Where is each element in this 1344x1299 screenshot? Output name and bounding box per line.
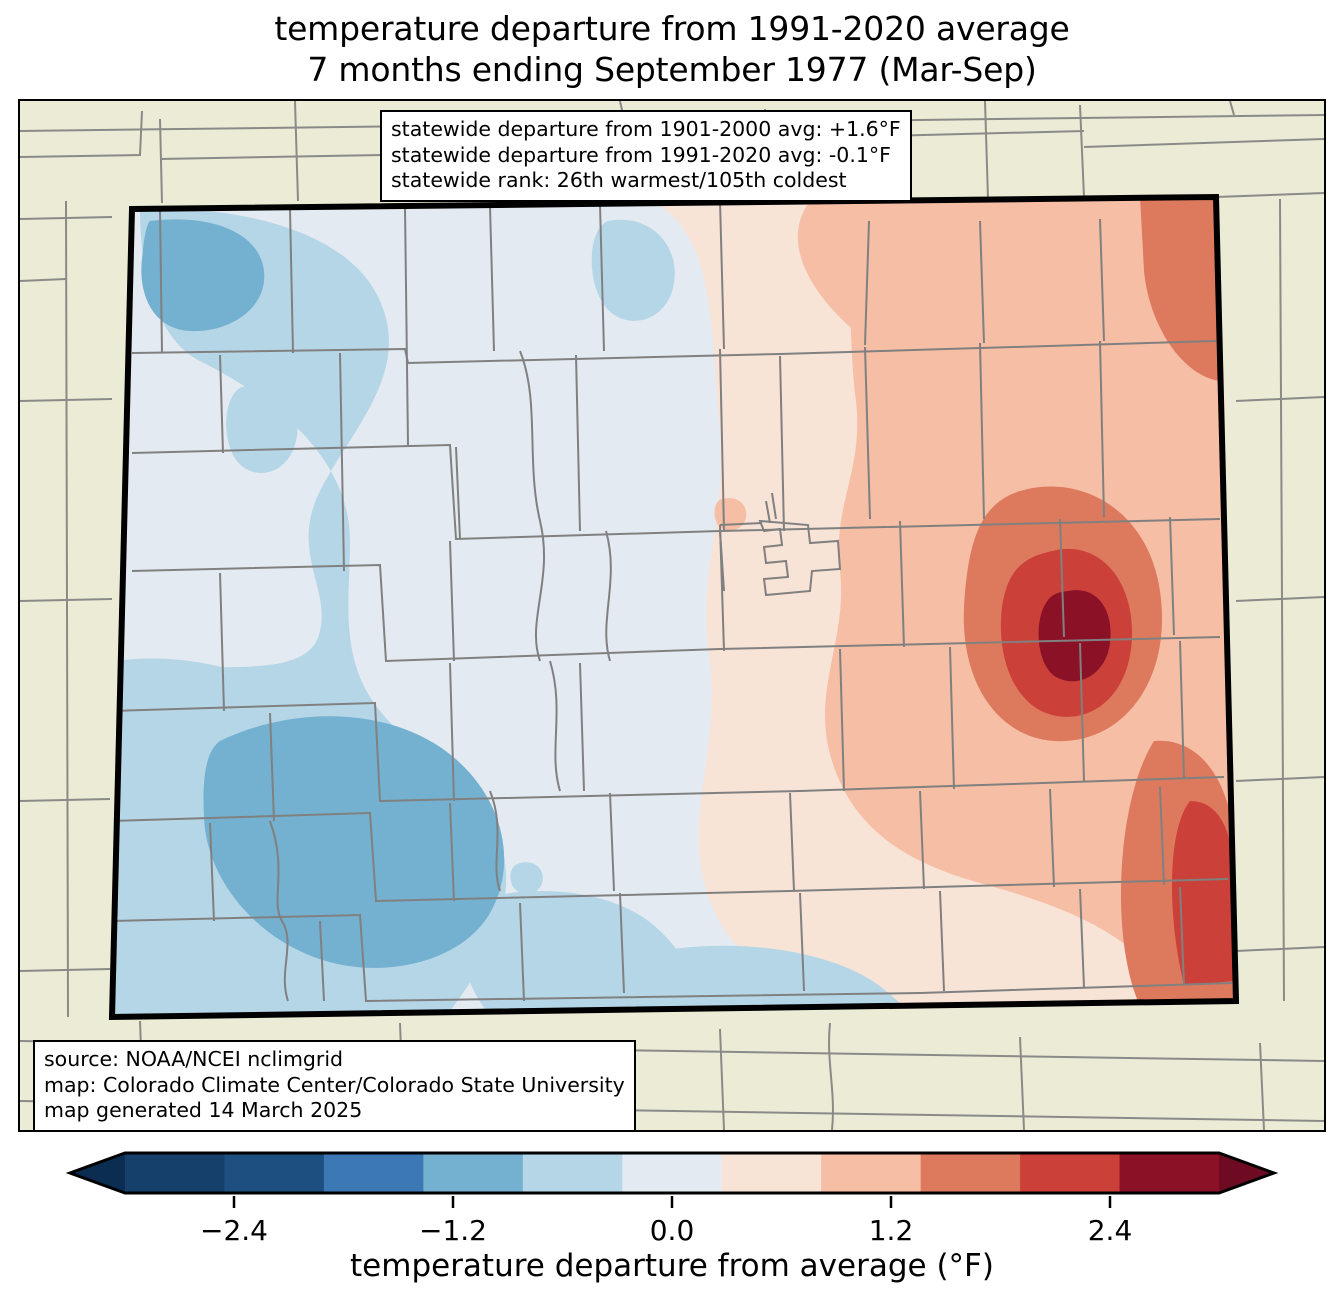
statistics-annotation-box: statewide departure from 1901-2000 avg: …: [380, 110, 912, 202]
colorbar-band-10: [1119, 1153, 1220, 1193]
band-neg1.8to1.2-sw: [203, 716, 505, 968]
source-line: source: NOAA/NCEI nclimgrid: [44, 1047, 344, 1071]
page-title: temperature departure from 1991-2020 ave…: [0, 8, 1344, 90]
source-annotation-box: source: NOAA/NCEI nclimgrid map: Colorad…: [33, 1040, 636, 1132]
band-0.6to1.2-north-lobe: [797, 199, 980, 349]
colorbar-tick-label-0: −2.4: [200, 1214, 268, 1247]
colorbar-extend-max: [1219, 1153, 1274, 1193]
colorbar-band-0: [125, 1153, 226, 1193]
colorbar-extend-min: [70, 1153, 125, 1193]
map-credit-line: map: Colorado Climate Center/Colorado St…: [44, 1072, 625, 1097]
band-neg1.2to0.6-ne-dot: [591, 219, 675, 321]
temperature-anomaly-field: [112, 197, 1236, 1017]
stat-line-1901: statewide departure from 1901-2000 avg: …: [391, 117, 901, 141]
stat-line-1991: statewide departure from 1991-2020 avg: …: [391, 142, 891, 167]
map-canvas: [18, 99, 1326, 1132]
band-neg1.2to0.6-south-c: [460, 891, 695, 1015]
title-line-2: 7 months ending September 1977 (Mar-Sep): [307, 50, 1037, 89]
band-neg1.2to0.6-sdot: [510, 862, 543, 894]
colorbar-outline: [65, 1151, 1279, 1195]
colorbar-axis-label: temperature departure from average (°F): [350, 1248, 994, 1284]
colorbar: [0, 1148, 1344, 1208]
stat-line-rank: statewide rank: 26th warmest/105th colde…: [391, 168, 847, 192]
band-neg1.8to1.2-dot: [449, 874, 476, 901]
colorbar-band-7: [821, 1153, 922, 1193]
colorbar-tick-label-2: 0.0: [649, 1214, 695, 1247]
band-over2.4: [1038, 590, 1111, 682]
colorbar-band-5: [622, 1153, 723, 1193]
colorado-anomaly-map: [20, 101, 1324, 1130]
colorbar-bands: [70, 1153, 1274, 1193]
colorbar-tick-label-1: −1.2: [419, 1214, 487, 1247]
colorbar-tick-label-4: 2.4: [1087, 1214, 1133, 1247]
band-1.8to2.4-east: [1171, 801, 1236, 985]
colorbar-tick-marks: [232, 1196, 1112, 1208]
map-generated-line: map generated 14 March 2025: [44, 1098, 363, 1122]
colorbar-band-3: [423, 1153, 524, 1193]
colorbar-band-1: [224, 1153, 325, 1193]
colorbar-band-9: [1020, 1153, 1121, 1193]
colorbar-band-4: [522, 1153, 623, 1193]
band-1.2to1.8-ne-edge: [1140, 197, 1220, 381]
title-line-1: temperature departure from 1991-2020 ave…: [274, 9, 1070, 48]
colorbar-band-2: [323, 1153, 424, 1193]
colorbar-tick-label-3: 1.2: [868, 1214, 914, 1247]
band-0.6to1.2-dot: [714, 498, 747, 531]
colorbar-band-6: [721, 1153, 822, 1193]
colorbar-svg: [65, 1151, 1279, 1195]
band-neg1.8to1.2: [141, 219, 265, 332]
colorbar-ticks: −2.4 −1.2 0.0 1.2 2.4: [0, 1196, 1344, 1247]
band-neg1.2to0.6-south-e: [652, 945, 906, 1015]
colorbar-band-8: [920, 1153, 1021, 1193]
